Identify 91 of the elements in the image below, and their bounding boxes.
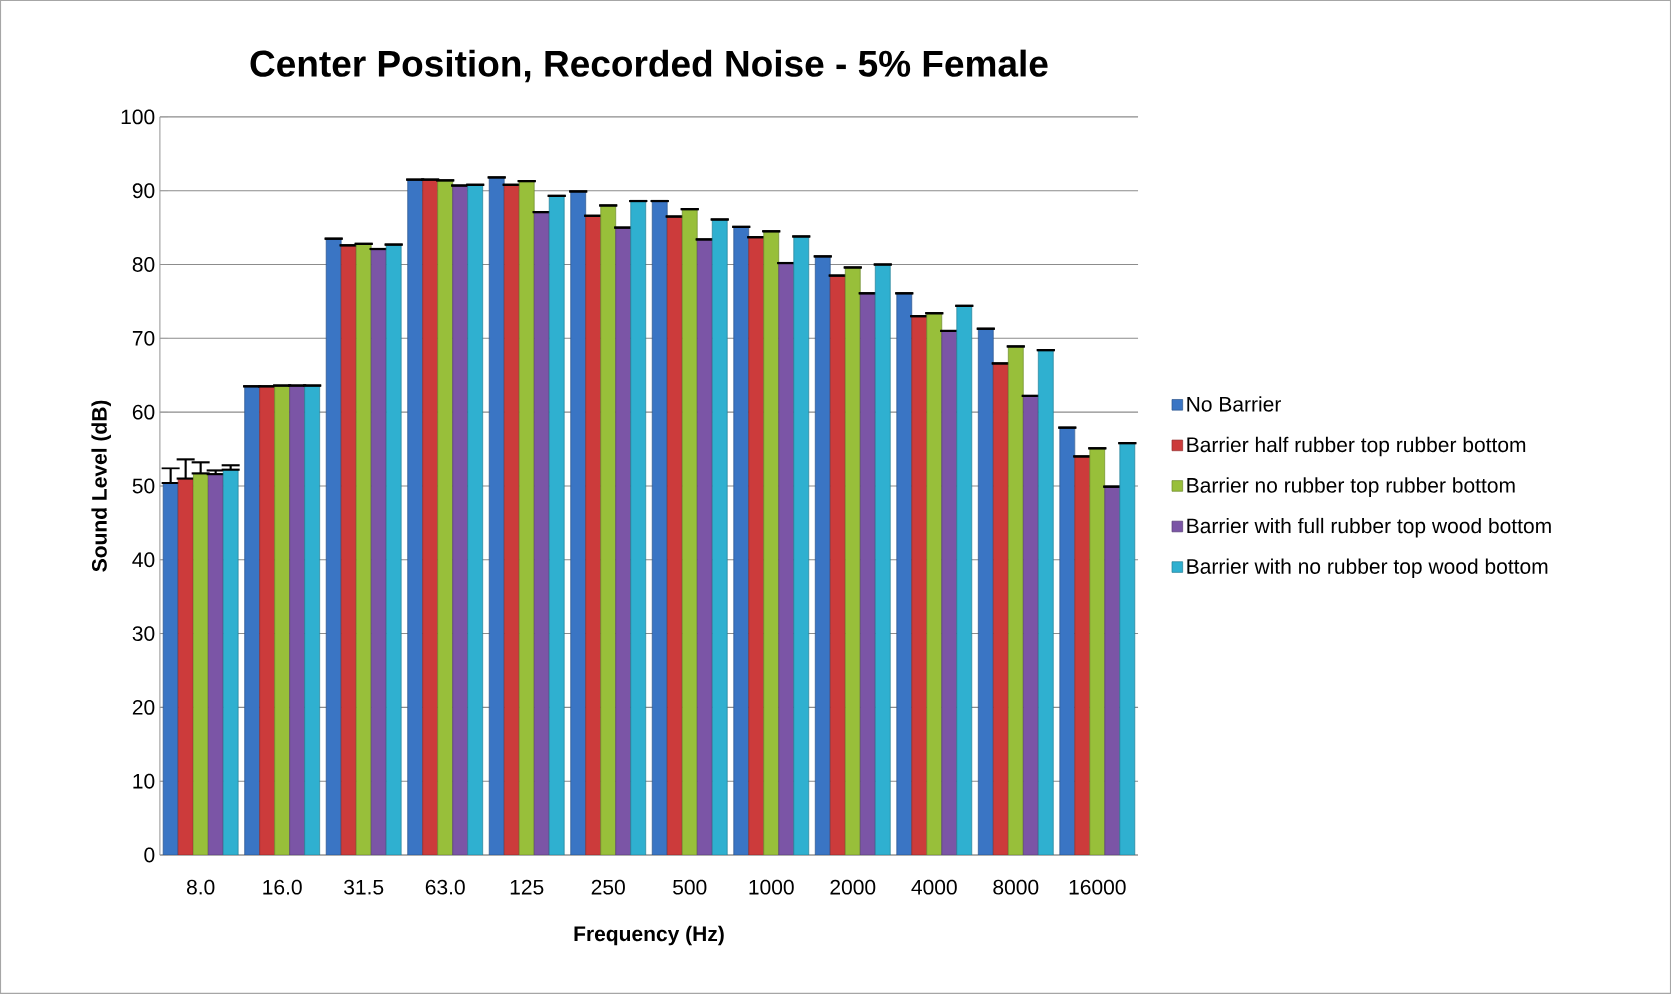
- bar: [1089, 448, 1106, 856]
- bar: [340, 245, 357, 856]
- bar: [162, 482, 179, 856]
- bar: [289, 385, 306, 856]
- bar: [407, 179, 424, 856]
- bar: [844, 267, 861, 856]
- y-tick-label: 90: [132, 183, 155, 199]
- bar: [778, 262, 795, 856]
- bar: [325, 238, 342, 856]
- bar: [600, 205, 617, 856]
- bar: [533, 211, 550, 856]
- x-tick-label: 16.0: [263, 879, 302, 895]
- bar: [570, 191, 587, 856]
- x-tick-label: 2000: [830, 879, 876, 895]
- bar: [548, 195, 565, 856]
- bar: [814, 256, 831, 856]
- bar: [1074, 456, 1091, 856]
- bar: [696, 239, 713, 856]
- bar: [1119, 442, 1136, 856]
- bar: [748, 236, 765, 856]
- y-axis-title: Sound Level (dB): [91, 400, 111, 572]
- bar: [244, 386, 261, 856]
- bar: [956, 305, 973, 856]
- bar: [585, 215, 602, 856]
- chart-title: Center Position, Recorded Noise - 5% Female: [250, 49, 1048, 83]
- bar: [452, 185, 469, 856]
- bar: [518, 180, 535, 856]
- bar: [859, 293, 876, 856]
- bar: [911, 315, 928, 856]
- legend-label: Barrier with full rubber top wood bottom: [1187, 517, 1551, 538]
- x-tick-label: 250: [591, 879, 625, 895]
- bar: [370, 248, 387, 856]
- bar: [630, 200, 647, 856]
- legend-label: Barrier no rubber top rubber bottom: [1187, 477, 1515, 497]
- y-tick-label: 0: [144, 847, 155, 863]
- bar: [615, 227, 632, 856]
- bar: [793, 236, 810, 856]
- y-tick-label: 70: [132, 330, 155, 346]
- legend-label: No Barrier: [1187, 396, 1281, 412]
- bar: [1022, 395, 1039, 856]
- bar: [681, 208, 698, 856]
- bar: [422, 179, 439, 856]
- bar: [977, 328, 994, 856]
- bar: [207, 473, 224, 856]
- bar: [274, 385, 291, 856]
- x-tick-label: 63.0: [425, 879, 465, 895]
- y-tick-label: 20: [132, 699, 155, 715]
- x-tick-label: 1000: [749, 879, 794, 895]
- x-tick-label: 8.0: [186, 879, 215, 895]
- bar: [467, 184, 484, 856]
- bar: [192, 473, 209, 856]
- bar: [763, 231, 780, 856]
- bar: [177, 478, 194, 856]
- bar: [1059, 427, 1076, 856]
- bar: [896, 293, 913, 856]
- x-tick-label: 8000: [993, 879, 1039, 895]
- bar: [666, 216, 683, 856]
- legend-label: Barrier half rubber top rubber bottom: [1187, 436, 1526, 457]
- x-tick-label: 31.5: [344, 879, 384, 895]
- bar: [385, 244, 402, 856]
- x-tick-label: 16000: [1069, 879, 1126, 895]
- x-tick-label: 125: [510, 879, 544, 895]
- bar: [651, 200, 668, 856]
- bar: [711, 219, 728, 856]
- bar: [992, 363, 1009, 856]
- bar: [829, 275, 846, 856]
- x-tick-label: 500: [673, 879, 707, 895]
- y-tick-label: 40: [132, 552, 155, 568]
- y-tick-label: 10: [133, 773, 155, 789]
- y-tick-label: 100: [121, 109, 155, 125]
- y-tick-label: 50: [132, 478, 155, 494]
- bar: [304, 385, 321, 856]
- bar: [733, 226, 750, 856]
- x-tick-label: 4000: [911, 879, 957, 895]
- bar: [222, 469, 239, 856]
- y-tick-label: 80: [132, 257, 155, 272]
- bar: [1104, 486, 1121, 856]
- x-axis-title: Frequency (Hz): [574, 925, 724, 946]
- bar: [259, 386, 276, 856]
- bar: [941, 330, 958, 856]
- bar: [488, 177, 505, 856]
- bar: [1037, 349, 1054, 856]
- bar: [874, 264, 891, 856]
- bar: [1007, 346, 1024, 856]
- y-tick-label: 60: [132, 404, 155, 420]
- bar: [355, 243, 372, 856]
- bar: [503, 184, 520, 856]
- y-tick-label: 30: [132, 626, 155, 642]
- legend-label: Barrier with no rubber top wood bottom: [1187, 558, 1548, 579]
- bar: [926, 312, 943, 856]
- bar: [437, 180, 454, 856]
